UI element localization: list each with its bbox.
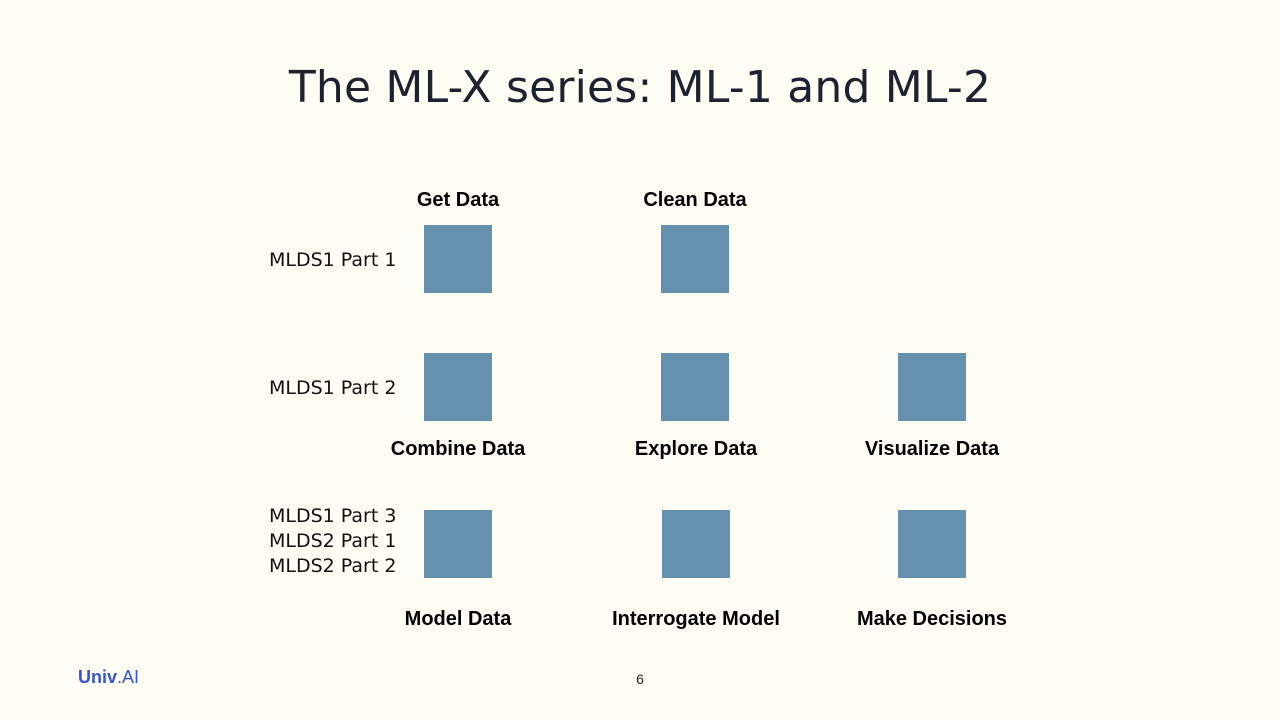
step-label-get-data: Get Data <box>416 189 500 211</box>
step-box-visualize-data <box>898 353 966 421</box>
row-label-2: MLDS1 Part 2 <box>269 377 397 399</box>
step-label-combine-data: Combine Data <box>390 438 526 460</box>
row-label-3c: MLDS2 Part 2 <box>269 555 397 577</box>
step-box-explore-data <box>661 353 729 421</box>
step-label-interrogate-model: Interrogate Model <box>612 608 780 630</box>
step-box-interrogate-model <box>662 510 730 578</box>
step-label-clean-data: Clean Data <box>643 189 747 211</box>
logo-main-text: Univ <box>78 667 118 687</box>
step-box-make-decisions <box>898 510 966 578</box>
univ-ai-logo: Univ.AI <box>78 667 139 688</box>
step-box-combine-data <box>424 353 492 421</box>
step-label-model-data: Model Data <box>404 608 512 630</box>
step-box-get-data <box>424 225 492 293</box>
row-label-1: MLDS1 Part 1 <box>269 249 397 271</box>
step-label-visualize-data: Visualize Data <box>864 438 1000 460</box>
slide-title: The ML-X series: ML-1 and ML-2 <box>288 62 992 113</box>
step-label-make-decisions: Make Decisions <box>856 608 1008 630</box>
step-box-clean-data <box>661 225 729 293</box>
step-label-explore-data: Explore Data <box>634 438 758 460</box>
step-box-model-data <box>424 510 492 578</box>
row-label-3b: MLDS2 Part 1 <box>269 530 397 552</box>
page-number: 6 <box>636 671 644 687</box>
row-label-3a: MLDS1 Part 3 <box>269 505 397 527</box>
logo-suffix-text: .AI <box>117 667 140 687</box>
